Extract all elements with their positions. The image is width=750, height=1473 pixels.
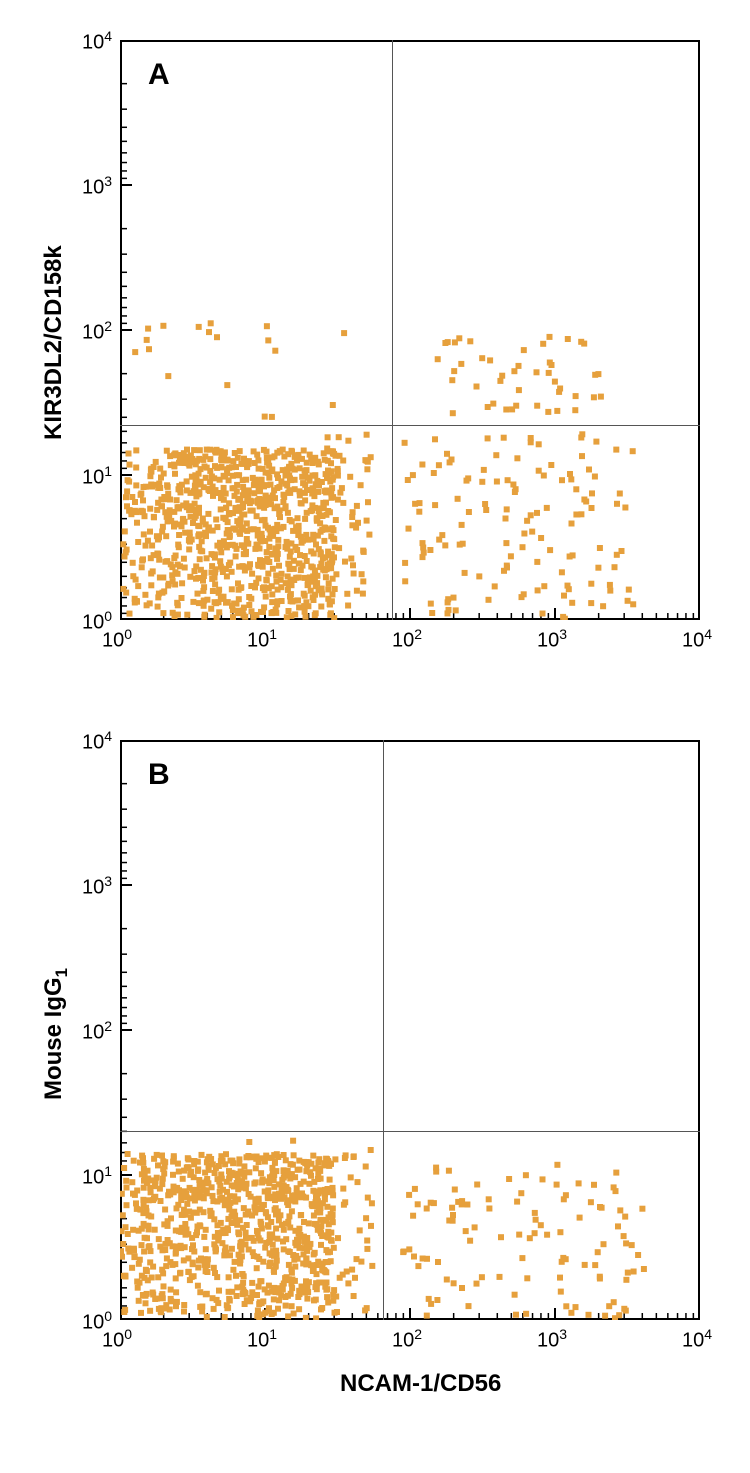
x-tick-label: 104: [682, 626, 712, 653]
scatter-panel-b: B: [120, 740, 700, 1320]
y-tick-label: 104: [62, 28, 112, 55]
quadrant-vline: [383, 740, 384, 1320]
x-tick-label: 102: [392, 626, 422, 653]
y-tick-label: 101: [62, 1163, 112, 1190]
y-tick-label: 103: [62, 173, 112, 200]
quadrant-hline: [120, 425, 700, 426]
x-tick-label: 100: [102, 1326, 132, 1353]
figure-page: A KIR3DL2/CD158k B Mouse IgG1 NCAM-1/CD5…: [0, 0, 750, 1473]
y-tick-label: 104: [62, 728, 112, 755]
x-tick-label: 101: [247, 1326, 277, 1353]
y-tick-label: 103: [62, 873, 112, 900]
panel-label-b: B: [148, 758, 170, 792]
y-tick-label: 102: [62, 1018, 112, 1045]
x-tick-label: 103: [537, 1326, 567, 1353]
y-tick-label: 101: [62, 463, 112, 490]
scatter-panel-a: A: [120, 40, 700, 620]
x-tick-label: 101: [247, 626, 277, 653]
x-tick-label: 103: [537, 626, 567, 653]
x-tick-label: 104: [682, 1326, 712, 1353]
panel-label-a: A: [148, 58, 170, 92]
scatter-svg-b: [120, 740, 700, 1320]
x-tick-label: 102: [392, 1326, 422, 1353]
quadrant-vline: [392, 40, 393, 620]
x-axis-label: NCAM-1/CD56: [340, 1370, 501, 1398]
quadrant-hline: [120, 1131, 700, 1132]
x-tick-label: 100: [102, 626, 132, 653]
scatter-svg-a: [120, 40, 700, 620]
y-tick-label: 102: [62, 318, 112, 345]
